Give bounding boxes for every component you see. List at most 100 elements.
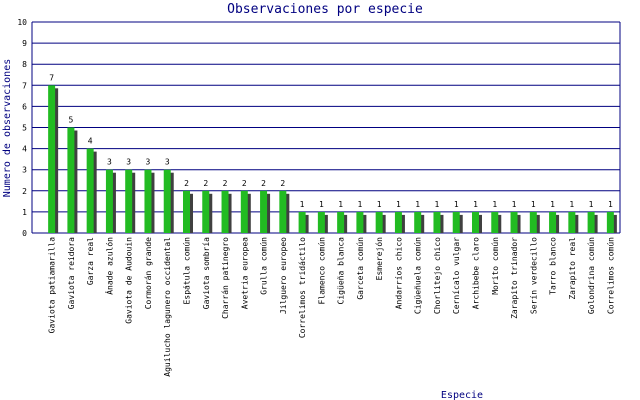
- data-label: 1: [550, 200, 555, 209]
- y-tick-label: 10: [17, 18, 27, 27]
- y-tick-label: 1: [22, 208, 27, 217]
- data-label: 2: [261, 179, 266, 188]
- bar: [356, 211, 364, 233]
- data-label: 1: [300, 200, 305, 209]
- bar: [144, 169, 152, 233]
- bar: [202, 190, 210, 233]
- bar: [472, 211, 479, 233]
- data-label: 1: [357, 200, 362, 209]
- data-label: 2: [280, 179, 285, 188]
- y-tick-label: 5: [22, 124, 27, 133]
- data-label: 1: [512, 200, 517, 209]
- x-tick-label: Esmerejón: [374, 237, 384, 281]
- data-label: 3: [107, 158, 112, 167]
- bar: [414, 211, 422, 233]
- bar: [433, 211, 441, 233]
- x-tick-label: Golondrina común: [587, 237, 596, 314]
- y-tick-label: 8: [22, 60, 27, 69]
- y-tick-label: 6: [22, 102, 27, 111]
- x-tick-label: Andarríos chico: [394, 237, 403, 309]
- x-tick-label: Jilguero europeo: [279, 237, 288, 314]
- x-tick-label: Aguilucho lagunero occidental: [163, 237, 172, 377]
- data-label: 1: [377, 200, 382, 209]
- x-tick-label: Gaviota patiamarilla: [48, 237, 57, 334]
- y-tick-label: 2: [22, 187, 27, 196]
- bar: [260, 190, 268, 233]
- data-label: 1: [569, 200, 574, 209]
- data-label: 1: [531, 200, 536, 209]
- data-label: 2: [184, 179, 189, 188]
- data-label: 1: [589, 200, 594, 209]
- data-label: 1: [319, 200, 324, 209]
- y-tick-label: 7: [22, 81, 27, 90]
- bar: [549, 211, 557, 233]
- bar: [606, 211, 614, 233]
- data-label: 3: [126, 158, 131, 167]
- x-axis-label: Especie: [441, 390, 483, 400]
- bar: [279, 190, 287, 233]
- x-tick-label: Zarapito trinador: [510, 237, 519, 319]
- x-tick-label: Serín verdecillo: [529, 237, 538, 314]
- bar: [48, 85, 56, 233]
- y-axis-label: Numero de observaciones: [2, 59, 13, 197]
- data-label: 2: [242, 179, 247, 188]
- data-label: 1: [396, 200, 401, 209]
- y-tick-label: 9: [22, 39, 27, 48]
- grid: 0 1 2 3 4 5 6 7 8 9 10: [17, 18, 621, 238]
- data-label: 5: [68, 116, 73, 125]
- labels: 7 Gaviota patiamarilla 5 Gaviota reidora 4 Ga…: [48, 73, 616, 376]
- bar: [105, 169, 113, 233]
- bar: [529, 211, 537, 233]
- data-label: 1: [415, 200, 420, 209]
- y-tick-label: 4: [22, 145, 27, 154]
- bar: [183, 190, 190, 233]
- x-tick-label: Morito común: [491, 237, 500, 295]
- x-tick-label: Cormorán grande: [144, 237, 153, 309]
- bar: [337, 211, 345, 233]
- bar: [394, 211, 402, 233]
- x-tick-label: Correlimos tridáctilo: [298, 237, 307, 338]
- data-label: 1: [338, 200, 343, 209]
- data-label: 3: [146, 158, 151, 167]
- bar: [67, 127, 75, 233]
- y-tick-label: 0: [22, 229, 27, 238]
- x-tick-label: Espátula común: [183, 237, 192, 305]
- bar: [163, 169, 171, 233]
- bar: [317, 211, 325, 233]
- x-tick-label: Gaviota reidora: [67, 237, 76, 309]
- data-label: 1: [454, 200, 459, 209]
- bar: [298, 211, 306, 233]
- data-label: 2: [203, 179, 208, 188]
- data-label: 1: [492, 200, 497, 209]
- x-tick-label: Avetria europea: [240, 237, 249, 309]
- y-tick-label: 3: [22, 166, 27, 175]
- bar: [240, 190, 248, 233]
- x-tick-label: Cigüeña blanca: [337, 237, 346, 305]
- bar: [568, 211, 576, 233]
- x-tick-label: Gaviota sombría: [202, 237, 211, 309]
- bar: [452, 211, 460, 233]
- x-tick-label: Zarapito real: [568, 237, 577, 300]
- bars: [48, 85, 617, 233]
- x-tick-label: Archibebe claro: [472, 237, 481, 309]
- data-label: 3: [165, 158, 170, 167]
- x-tick-label: Flamenco común: [317, 237, 326, 305]
- x-tick-label: Cernícalo vulgar: [452, 237, 461, 314]
- bar: [221, 190, 229, 233]
- x-tick-label: Garceta común: [356, 237, 365, 300]
- chart-title: Observaciones por especie: [227, 2, 423, 17]
- x-tick-label: Garza real: [86, 237, 95, 285]
- bar: [375, 211, 383, 233]
- x-tick-label: Cigüeñuela común: [414, 237, 423, 314]
- data-label: 1: [435, 200, 440, 209]
- x-tick-label: Grulla común: [260, 237, 269, 295]
- bar: [86, 148, 94, 233]
- data-label: 1: [608, 200, 613, 209]
- bar: [491, 211, 499, 233]
- data-label: 1: [473, 200, 478, 209]
- data-label: 4: [88, 137, 93, 146]
- bar: [510, 211, 518, 233]
- bar: [587, 211, 595, 233]
- x-tick-label: Charrán patinegro: [221, 237, 230, 319]
